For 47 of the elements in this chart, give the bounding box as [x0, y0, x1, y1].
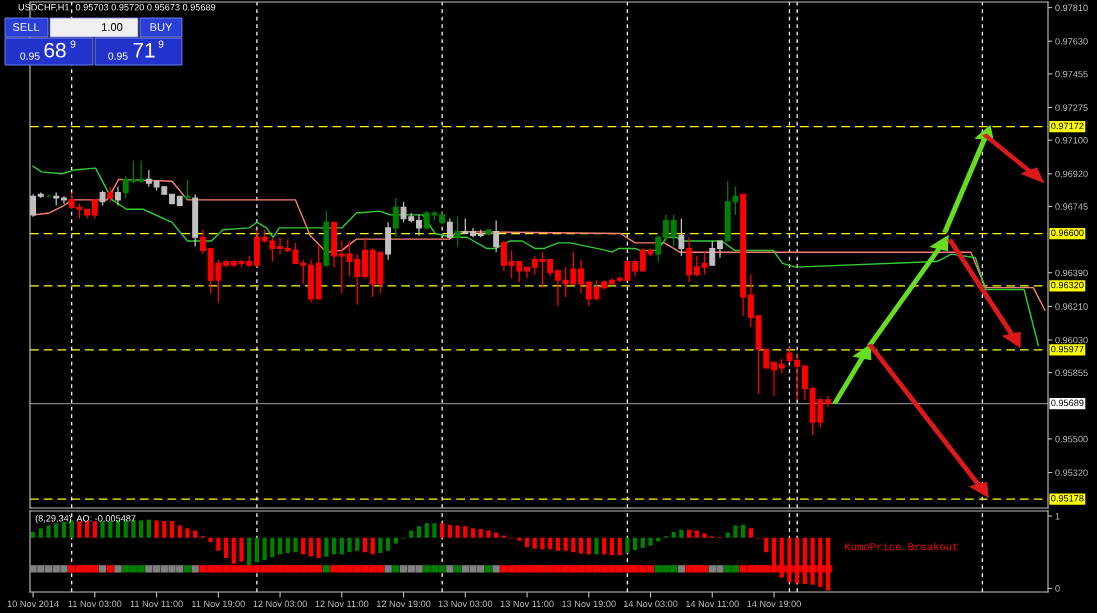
y-tick-label: 0.97275: [1055, 104, 1088, 111]
y-tick-label: 0.95500: [1055, 435, 1088, 443]
chart-subtitle: 0.95703 0.95720 0.95673 0.95689: [75, 3, 216, 11]
y-tick-label: 0.97810: [1055, 4, 1088, 12]
annotation: 1.00: [102, 23, 123, 31]
x-tick-label: 11 Nov 11:00: [130, 600, 183, 608]
annotation: KumoPrice Breakout: [845, 542, 958, 551]
ref-line-label: 0.95178: [1051, 495, 1084, 502]
y-tick-label: 0.96390: [1055, 269, 1088, 277]
y-tick-label: 0.96745: [1055, 203, 1088, 210]
y-tick-label: 0.96210: [1055, 303, 1088, 310]
x-tick-label: 13 Nov 19:00: [562, 600, 616, 608]
y-tick-label: 0.97630: [1055, 38, 1088, 45]
y-tick-label: 1: [1055, 513, 1060, 520]
x-tick-label: 11 Nov 19:00: [192, 600, 245, 608]
y-tick-label: 0.95855: [1055, 369, 1088, 377]
annotation: 0.95: [20, 52, 40, 60]
x-tick-label: 14 Nov 11:00: [686, 600, 739, 608]
chart-title: USDCHF,H1: [18, 3, 69, 12]
ref-line-label: 0.95689: [1051, 399, 1084, 407]
annotation: 71: [133, 43, 155, 58]
y-tick-label: 0.95320: [1055, 469, 1088, 476]
y-tick-label: 0: [1055, 585, 1060, 592]
x-tick-label: 12 Nov 03:00: [253, 600, 307, 608]
y-tick-label: 0.97455: [1055, 70, 1088, 78]
y-tick-label: 0.96920: [1055, 170, 1088, 178]
annotation: (8,29,34) AO: -0.005487: [35, 514, 136, 524]
x-tick-label: 12 Nov 11:00: [315, 600, 369, 608]
annotation: 0.95: [108, 52, 128, 60]
y-tick-label: 0.97100: [1055, 137, 1088, 144]
x-tick-label: 12 Nov 19:00: [376, 600, 431, 608]
x-tick-label: 13 Nov 03:00: [438, 600, 493, 608]
annotation: 68: [44, 42, 66, 58]
ref-line-label: 0.96600: [1051, 229, 1084, 236]
annotation: SELL: [12, 23, 40, 31]
x-tick-label: 11 Nov 03:00: [68, 600, 122, 608]
ref-line-label: 0.96320: [1051, 281, 1084, 289]
annotation: 9: [70, 40, 76, 48]
y-tick-label: 0.96030: [1055, 336, 1088, 344]
x-tick-label: 14 Nov 19:00: [747, 600, 801, 608]
annotation: 9: [158, 40, 164, 48]
ref-line-label: 0.95977: [1051, 345, 1084, 353]
x-tick-label: 10 Nov 2014: [7, 600, 59, 608]
x-tick-label: 14 Nov 03:00: [623, 600, 678, 608]
x-tick-label: 13 Nov 11:00: [500, 600, 554, 608]
annotation: BUY: [150, 23, 173, 31]
ref-line-label: 0.97172: [1051, 122, 1084, 130]
